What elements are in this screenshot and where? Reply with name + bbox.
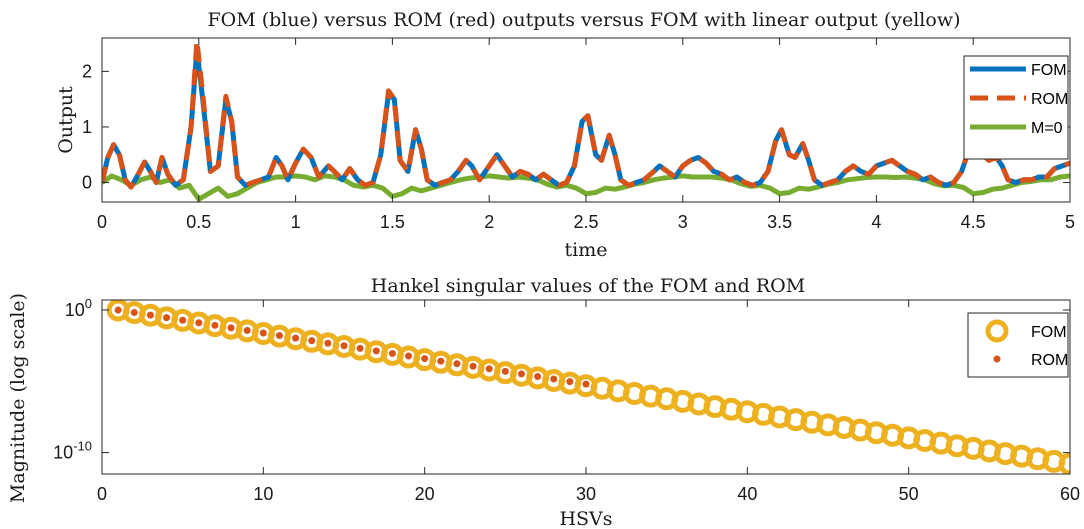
x-tick-label: 0 [97, 212, 107, 232]
top-x-axis-label: time [565, 239, 608, 261]
x-tick-label: 50 [899, 484, 919, 504]
rom-hsv-marker [421, 355, 429, 363]
rom-hsv-marker [550, 375, 558, 383]
top-x-ticks: 0 0.5 1 1.5 2 2.5 3 3.5 4 4.5 5 [97, 38, 1075, 232]
rom-hsv-marker [469, 362, 477, 370]
rom-hsv-marker [340, 342, 348, 350]
bottom-x-axis-label: HSVs [559, 508, 612, 529]
x-tick-label: 1 [291, 212, 301, 232]
rom-hsv-marker [534, 372, 542, 380]
x-tick-label: 20 [415, 484, 435, 504]
x-tick-label: 1.5 [380, 212, 405, 232]
x-tick-label: 30 [576, 484, 596, 504]
legend-marker-rom [993, 355, 1001, 363]
y-tick-label: 0 [82, 173, 92, 193]
bottom-chart: Hankel singular values of the FOM and RO… [7, 275, 1080, 529]
x-tick-label: 60 [1060, 484, 1080, 504]
top-plot-area [102, 38, 1070, 202]
rom-hsv-marker [227, 324, 235, 332]
bottom-y-ticks: 100 10-10 [53, 296, 1070, 463]
rom-hsv-marker [485, 365, 493, 373]
x-tick-label: 40 [737, 484, 757, 504]
y-tick-label: 1 [82, 117, 92, 137]
rom-hsv-marker [501, 367, 509, 375]
rom-hsv-marker [437, 357, 445, 365]
top-y-axis-label: Output [55, 86, 77, 154]
x-tick-label: 0 [97, 484, 107, 504]
bottom-plot-area [106, 300, 1070, 474]
bottom-y-axis-label: Magnitude (log scale) [7, 293, 29, 503]
x-tick-label: 3 [678, 212, 688, 232]
y-tick-label: 2 [82, 61, 92, 81]
x-tick-label: 4.5 [961, 212, 986, 232]
rom-hsv-marker [275, 332, 283, 340]
rom-hsv-marker [356, 344, 364, 352]
rom-hsv-marker [195, 319, 203, 327]
rom-hsv-marker [566, 378, 574, 386]
x-tick-label: 0.5 [186, 212, 211, 232]
rom-hsv-marker [243, 326, 251, 334]
rom-hsv-marker [308, 337, 316, 345]
legend-label-m0: M=0 [1031, 120, 1063, 137]
bottom-legend: FOM ROM [967, 312, 1069, 378]
x-tick-label: 2.5 [573, 212, 598, 232]
legend-label-rom-hsv: ROM [1031, 352, 1068, 369]
rom-hsv-marker [372, 347, 380, 355]
legend-label-fom: FOM [1031, 62, 1067, 79]
rom-hsv-marker [211, 321, 219, 329]
top-legend: FOM ROM M=0 [963, 55, 1069, 160]
rom-hsv-marker [388, 349, 396, 357]
series-line-fom [102, 46, 1070, 190]
top-chart: FOM (blue) versus ROM (red) outputs vers… [55, 9, 1075, 261]
rom-hsv-marker [259, 329, 267, 337]
legend-label-fom-hsv: FOM [1031, 324, 1067, 341]
rom-hsv-marker [146, 311, 154, 319]
legend-marker-fom [985, 319, 1009, 343]
x-tick-label: 2 [484, 212, 494, 232]
rom-hsv-marker [324, 339, 332, 347]
top-chart-title: FOM (blue) versus ROM (red) outputs vers… [207, 9, 960, 31]
rom-hsv-marker [405, 352, 413, 360]
rom-hsv-marker [517, 370, 525, 378]
bottom-chart-title: Hankel singular values of the FOM and RO… [371, 275, 805, 297]
rom-hsv-marker [582, 380, 590, 388]
y-tick-label: 100 [65, 296, 92, 320]
bottom-legend-box [967, 312, 1069, 378]
x-tick-label: 4 [871, 212, 881, 232]
x-tick-label: 3.5 [767, 212, 792, 232]
x-tick-label: 5 [1065, 212, 1075, 232]
rom-hsv-marker [453, 360, 461, 368]
rom-hsv-marker [163, 314, 171, 322]
y-tick-label: 10-10 [53, 439, 92, 463]
top-legend-box [963, 55, 1069, 160]
legend-label-rom: ROM [1031, 91, 1068, 108]
fom-hsv-marker [1058, 452, 1070, 474]
bottom-x-ticks: 0 10 20 30 40 50 60 [97, 300, 1080, 504]
rom-hsv-marker [292, 334, 300, 342]
rom-hsv-marker [179, 316, 187, 324]
rom-hsv-marker [130, 309, 138, 317]
rom-hsv-marker [114, 306, 122, 314]
x-tick-label: 10 [253, 484, 273, 504]
